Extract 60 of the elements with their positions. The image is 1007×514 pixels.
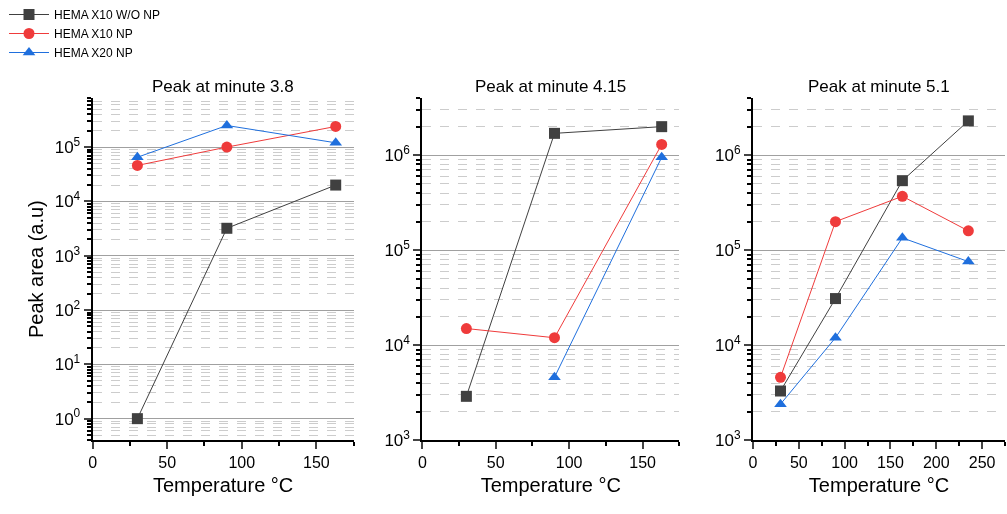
x-axis-title: Temperature °C	[152, 474, 294, 497]
point	[656, 121, 668, 133]
x-tick-label: 100	[555, 454, 583, 472]
point	[131, 159, 143, 171]
chart-title: Peak at minute 3.8	[152, 77, 294, 96]
point	[131, 151, 144, 161]
point	[460, 390, 472, 402]
point	[549, 332, 560, 344]
y-tick-label: 10$^{3}$	[715, 428, 741, 451]
point	[775, 371, 786, 383]
y-tick-label: 10$^{3}$	[54, 243, 81, 266]
x-tick-label: 50	[789, 454, 808, 472]
x-tick-label: 0	[417, 454, 427, 472]
point	[829, 293, 841, 305]
y-tick-label: 10$^{4}$	[54, 189, 81, 212]
x-tick-label: 150	[877, 454, 904, 472]
y-axis-title: Peak area (a.u)	[24, 200, 47, 339]
y-tick-label: 10$^{3}$	[384, 428, 411, 451]
point	[962, 115, 974, 127]
point	[829, 216, 841, 228]
point	[221, 222, 233, 234]
y-tick-label: 10$^{2}$	[54, 297, 81, 320]
point	[896, 175, 908, 187]
x-tick-label: 50	[158, 454, 177, 472]
point	[220, 119, 234, 129]
point	[330, 179, 342, 191]
x-tick-label: 200	[922, 454, 950, 472]
point	[460, 323, 472, 335]
chart-title: Peak at minute 4.15	[475, 77, 627, 96]
x-tick-label: 150	[629, 454, 657, 472]
y-tick-label: 10$^{1}$	[54, 352, 81, 375]
point	[548, 127, 560, 139]
legend-label: HEMA X10 NP	[54, 27, 133, 42]
x-tick-label: 50	[486, 454, 505, 472]
x-axis-title: Temperature °C	[808, 474, 950, 497]
y-tick-label: 10$^{6}$	[384, 143, 411, 166]
point	[656, 138, 668, 150]
chart-title: Peak at minute 5.1	[808, 77, 950, 96]
point	[221, 141, 233, 153]
x-tick-label: 250	[968, 454, 996, 472]
x-tick-label: 150	[302, 454, 330, 472]
y-tick-label: 10$^{0}$	[54, 406, 81, 429]
legend-label: HEMA X20 NP	[54, 46, 133, 61]
point	[962, 225, 974, 237]
x-tick-label: 100	[831, 454, 859, 472]
x-axis-title: Temperature °C	[480, 474, 621, 497]
y-tick-label: 10$^{5}$	[384, 238, 411, 261]
y-tick-label: 10$^{5}$	[715, 238, 741, 261]
y-tick-label: 10$^{6}$	[715, 143, 741, 166]
x-tick-label: 0	[88, 454, 98, 472]
point	[131, 413, 143, 425]
x-tick-label: 100	[228, 454, 256, 472]
y-tick-label: 10$^{4}$	[384, 333, 411, 356]
legend-label: HEMA X10 W/O NP	[54, 8, 161, 23]
point	[330, 120, 342, 132]
y-tick-label: 10$^{5}$	[54, 134, 81, 158]
y-tick-label: 10$^{4}$	[715, 333, 741, 356]
point	[896, 190, 908, 202]
point	[775, 385, 786, 397]
x-tick-label: 0	[748, 454, 758, 472]
